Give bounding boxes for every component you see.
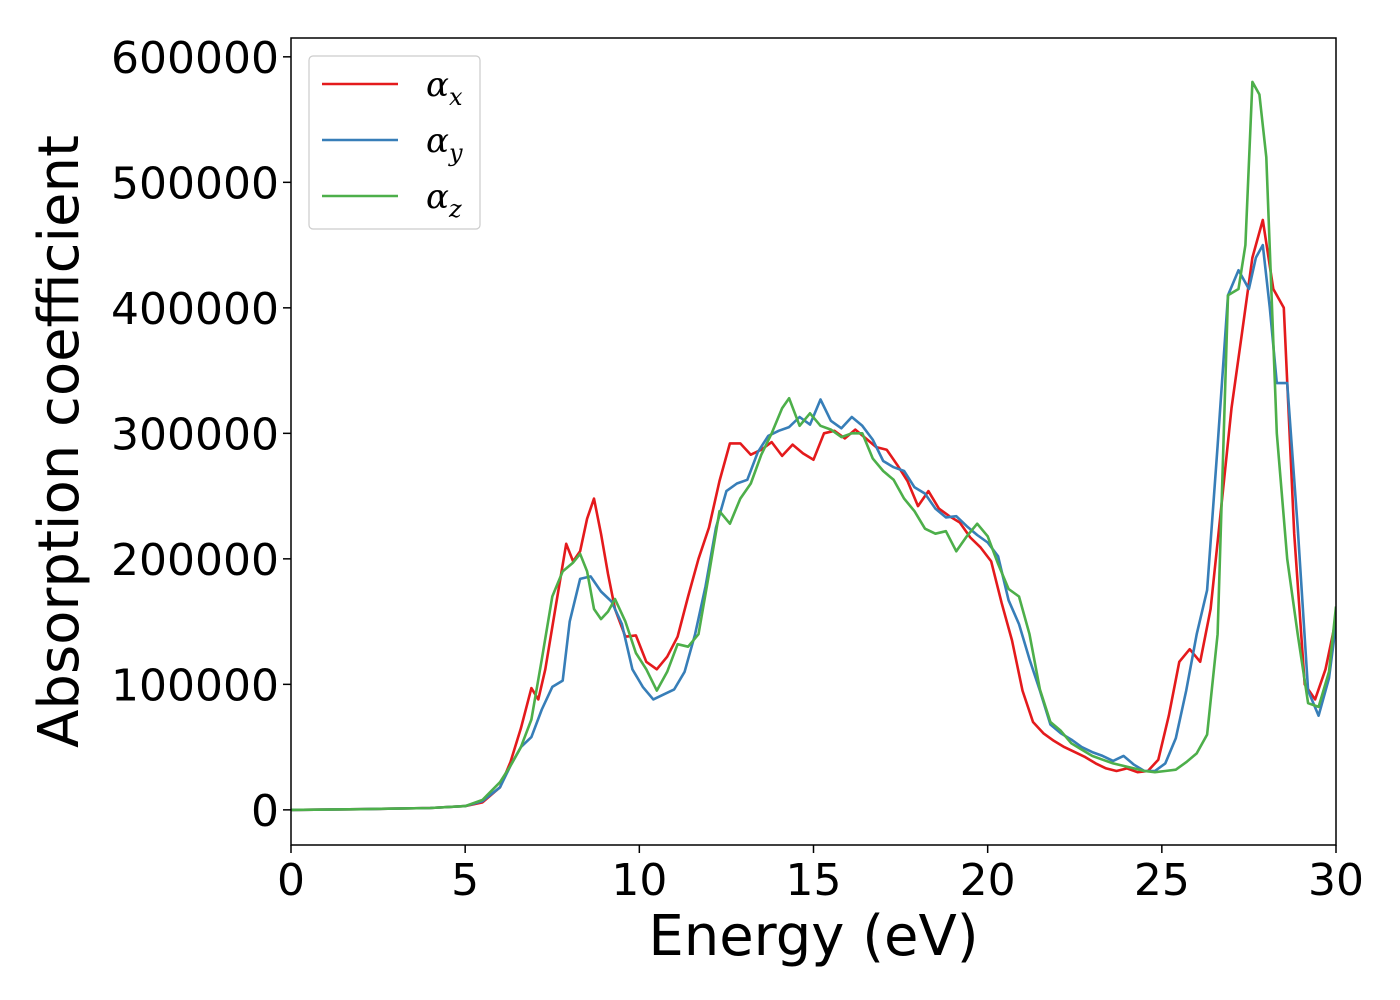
y-tick-label: 0 xyxy=(251,786,279,837)
y-tick-label: 500000 xyxy=(111,158,279,209)
series-line-z xyxy=(291,80,1336,812)
series-line-y xyxy=(291,243,1336,812)
x-tick-label: 10 xyxy=(611,855,667,906)
x-axis-label: Energy (eV) xyxy=(648,904,978,969)
x-tick-label: 5 xyxy=(451,855,479,906)
legend: αx αy αz xyxy=(308,55,481,230)
y-tick-label: 100000 xyxy=(111,660,279,711)
x-axis-ticks: 0 5 10 15 20 25 30 xyxy=(277,845,1364,906)
x-tick-label: 25 xyxy=(1134,855,1190,906)
legend-label-z: αz xyxy=(426,177,462,223)
y-tick-label: 600000 xyxy=(111,33,279,84)
y-tick-label: 200000 xyxy=(111,535,279,586)
series-curves xyxy=(291,80,1336,812)
x-tick-label: 0 xyxy=(277,855,305,906)
y-tick-label: 300000 xyxy=(111,409,279,460)
legend-label-x: αx xyxy=(426,65,463,111)
x-tick-label: 20 xyxy=(960,855,1016,906)
legend-box xyxy=(308,55,481,230)
y-axis-label: Absorption coefficient xyxy=(27,135,92,748)
y-axis-ticks: 0 100000 200000 300000 400000 500000 600000 xyxy=(111,33,291,837)
x-tick-label: 30 xyxy=(1308,855,1364,906)
x-tick-label: 15 xyxy=(786,855,842,906)
y-tick-label: 400000 xyxy=(111,284,279,335)
legend-label-y: αy xyxy=(426,121,463,167)
